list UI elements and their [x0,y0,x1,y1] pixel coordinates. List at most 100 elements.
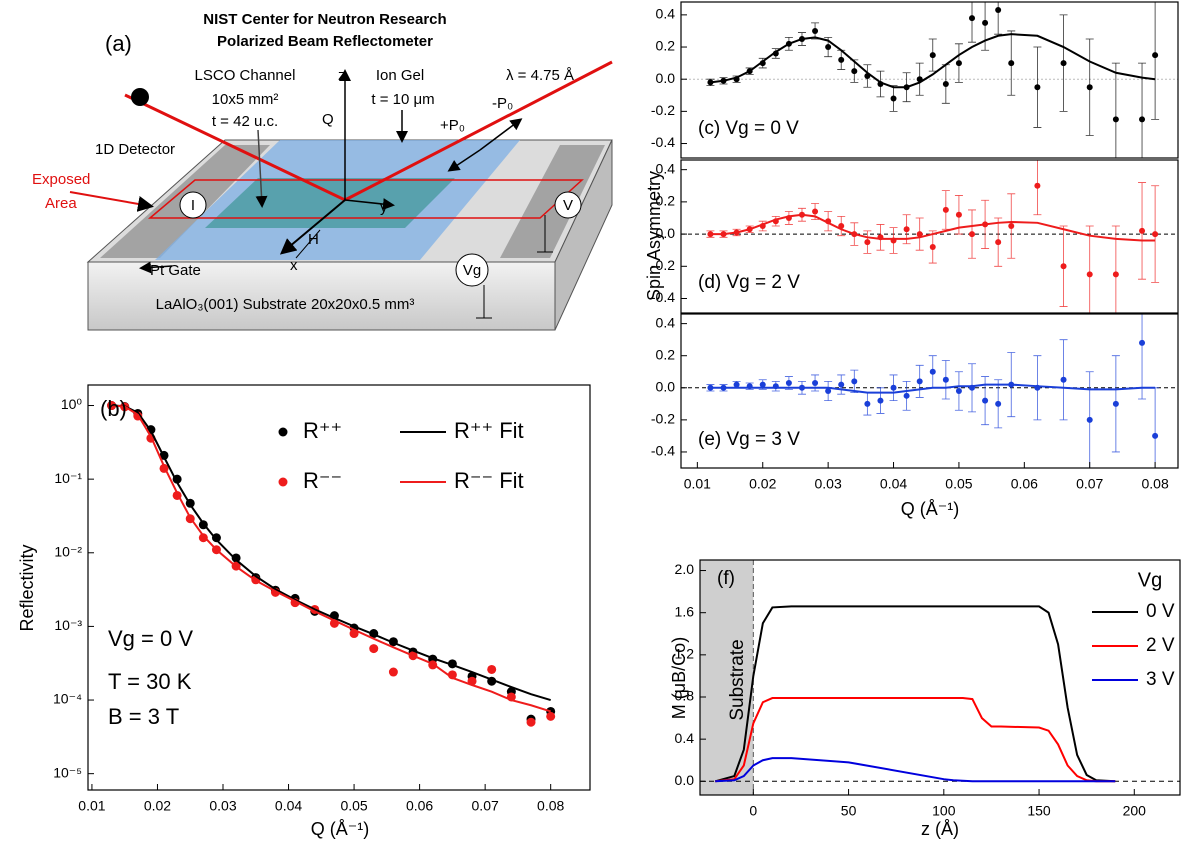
data-point [969,231,976,238]
x-tick-label: 0.04 [880,476,907,492]
x-tick-label: 0.06 [406,798,433,814]
x-tick-label: 0.03 [209,798,236,814]
area-arrow [69,191,154,212]
x-tick-label: 0.05 [945,476,972,492]
data-point [1112,116,1119,123]
y-tick-label: 0.2 [656,193,676,209]
data-point [903,226,910,233]
data-point [1008,60,1015,67]
data-point [546,711,556,721]
pt-gate [500,145,605,258]
annotation: (c) Vg = 0 V [698,118,799,139]
y-tick-label: 0.4 [656,160,676,176]
annotation: Vg = 0 V [108,626,193,651]
data-point [916,231,923,238]
gate-source [455,253,489,287]
data-point [942,206,949,213]
y-tick-label: -0.4 [651,443,675,459]
label: t = 10 μm [371,91,434,108]
data-area [714,605,1116,783]
label: H [308,231,319,248]
data-point [851,68,858,75]
y-tick-label: 10⁰ [61,396,83,412]
data-point [838,56,845,63]
y-tick-label: 0.4 [656,314,676,330]
series-line [710,383,1156,394]
series-line [111,404,551,701]
data-point [903,392,910,399]
data-point [231,553,241,563]
data-point [995,7,1002,14]
series-line [710,33,1156,89]
annotation: (f) [717,568,735,589]
beam-in [124,93,346,202]
plot: -0.4 -0.2 0.0 0.2 0.4 (c) Vg = 0 V [651,1,1179,159]
data-area [107,401,556,727]
data-point [1086,416,1093,423]
legend-label: R⁺⁺ Fit [454,418,524,443]
data-point [1086,84,1093,91]
y-tick-label: 0.2 [656,346,676,362]
label: LSCO Channel [195,67,296,84]
plot: 10⁰ 10⁻¹ 10⁻² 10⁻³ 10⁻⁴ 10⁻⁵ 0.01 0.02 0.03 0.04 0… [17,384,591,839]
x-tick-label: 0.04 [275,798,302,814]
plot: -0.4 -0.2 0.0 0.2 0.4 0.01 0.02 0.03 0.04 0.05 0.0… [651,313,1179,519]
x-tick-label: 0.02 [144,798,171,814]
annotation: (b) [100,396,127,421]
legend-title: Vg [1138,569,1162,591]
data-point [864,400,871,407]
error-bar [968,2,977,43]
data-point [1086,271,1093,278]
data-point [1008,223,1015,230]
legend-marker [278,477,288,487]
voltmeter [554,191,582,219]
data-point [1152,432,1159,439]
label: Q [322,111,334,128]
y-tick-label: 0.4 [656,6,676,22]
x-axis-label: Q (Å⁻¹) [311,819,370,839]
y-tick-label: 10⁻⁴ [53,691,82,707]
data-point [812,27,819,34]
x-axis-label: z (Å) [921,819,959,839]
plot: 0.0 0.4 0.8 1.2 1.6 2.0 0 50 100 150 200 z (Å) M (μB… [669,559,1181,839]
label: +P₀ [440,117,465,134]
y-tick-label: 0.0 [675,772,695,788]
data-point [1139,227,1146,234]
x-tick-label: 0.01 [684,476,711,492]
data-point [942,376,949,383]
data-point [388,667,398,677]
label: y [380,199,388,216]
label: V [563,197,573,214]
data-point [825,388,832,394]
p-minus-arrow [479,118,523,151]
channel-arrow [255,129,268,208]
ammeter [179,191,207,219]
annotation: B = 3 T [108,704,179,729]
data-point [982,19,989,26]
data-area [706,160,1160,313]
annotation: T = 30 K [108,669,192,694]
y-axis-label: M (μB/Co) [669,637,689,719]
y-tick-label: -0.2 [651,102,675,118]
p-plus-arrow [447,149,481,172]
setup-diagram: (a) NIST Center for Neutron Research Pol… [32,11,613,331]
substrate-region [700,560,754,795]
label: Pt Gate [150,262,201,279]
data-point [825,44,832,51]
data-point [785,379,792,386]
legend-label: R⁻⁻ Fit [454,468,524,493]
data-point [526,717,536,727]
axes-frame [699,559,1181,796]
x-tick-label: 0.07 [1076,476,1103,492]
data-point [929,243,936,250]
x-tick-label: 200 [1123,803,1147,819]
error-bar [994,2,1003,35]
annotation: (d) Vg = 2 V [698,272,800,293]
label: Exposed [32,171,90,188]
error-bar [1151,2,1160,120]
x-tick-label: 100 [932,803,956,819]
label: Ion Gel [376,67,424,84]
data-point [1060,376,1067,383]
